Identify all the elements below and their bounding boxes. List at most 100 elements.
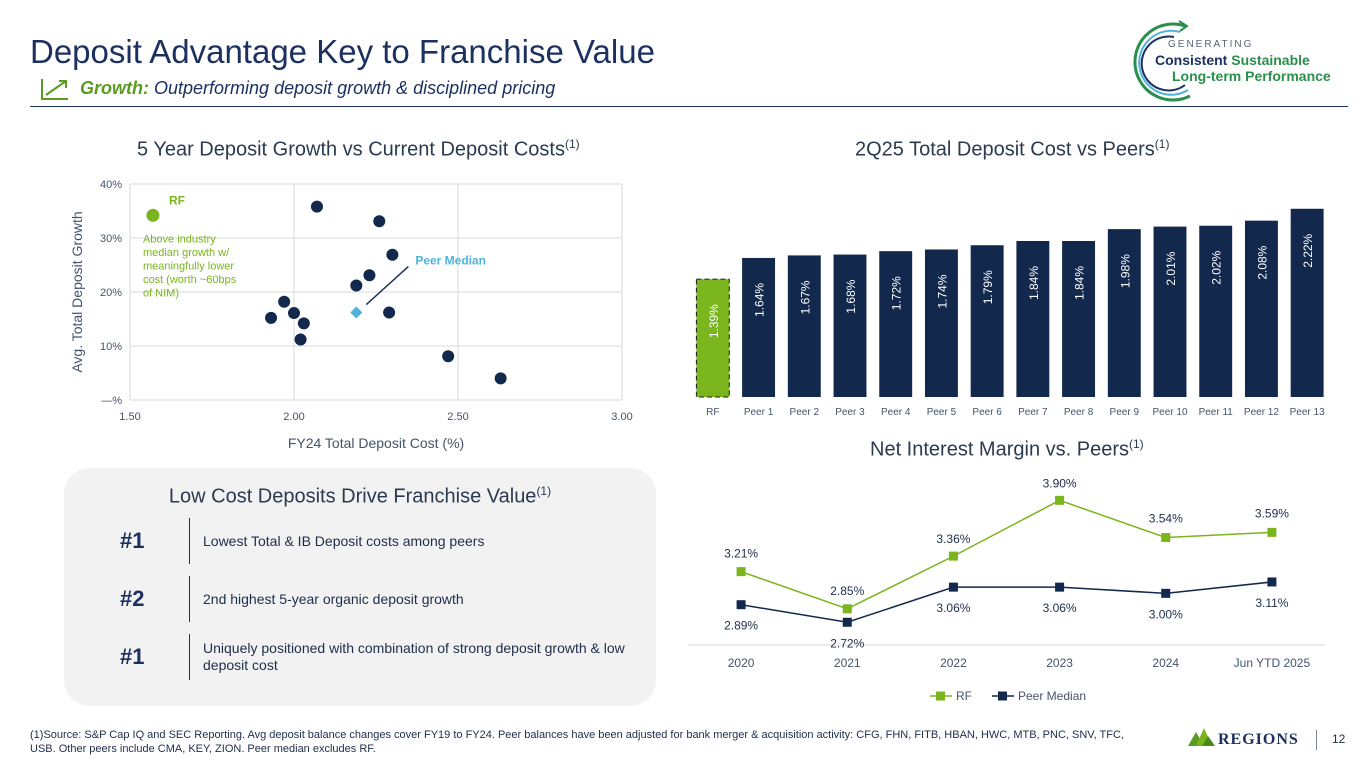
rf-marker (1055, 495, 1065, 505)
scatter-chart: —% 10% 20% 30% 40% 1.50 2.00 2.50 3.00 FY24 Total… (69, 179, 633, 451)
bar-category-label: RF (706, 407, 719, 418)
bar-category-label: Peer 4 (881, 407, 911, 418)
bar-value-label: 1.67% (798, 280, 812, 314)
y-tick-label: —% (101, 395, 122, 407)
rf-line (740, 499, 1272, 610)
regions-wordmark: REGIONS (1218, 731, 1299, 748)
bar-chart: 1.39% RF 1.64% Peer 1 1.67% Peer 2 1.68% Peer 3… (695, 208, 1325, 418)
peer-median-value-label: 3.06% (1043, 601, 1077, 615)
scatter-chart-title: 5 Year Deposit Growth vs Current Deposit… (137, 137, 580, 162)
peer-bar (1244, 220, 1278, 397)
bar-value-label: 2.08% (1255, 245, 1269, 279)
rf-marker (948, 551, 958, 561)
peer-point (288, 307, 300, 320)
bar-category-label: Peer 2 (790, 407, 820, 418)
x-category-label: 2024 (1152, 656, 1179, 670)
callout-separator (189, 576, 190, 622)
bar-category-label: Peer 10 (1152, 407, 1187, 418)
peer-point (363, 269, 376, 282)
rf-annotation: Above industry median growth w/meaningful… (143, 233, 237, 299)
legend-marker (936, 691, 945, 701)
brand-sustainable: Sustainable (1231, 52, 1310, 68)
x-tick-label: 2.50 (447, 411, 468, 423)
rf-marker (1161, 533, 1171, 543)
subtitle-lead: Growth: (80, 78, 149, 98)
callout-rank-1: #1 (120, 528, 145, 553)
peer-median-point (350, 306, 363, 319)
callout-separator (189, 518, 190, 564)
scatter-title-note: (1) (564, 137, 580, 151)
peer-bar (1290, 208, 1324, 397)
rf-bar (695, 278, 730, 398)
x-tick-label: 2.00 (283, 411, 304, 423)
peer-bar (787, 255, 821, 397)
callout-title: Low Cost Deposits Drive Franchise Value(… (64, 484, 656, 509)
bar-title-note: (1) (1154, 137, 1170, 151)
bar-category-label: Peer 8 (1064, 407, 1094, 418)
y-tick-label: 30% (100, 233, 122, 245)
x-category-label: 2021 (834, 656, 861, 670)
growth-trend-icon (41, 79, 68, 100)
peer-point (278, 295, 291, 308)
bar-value-label: 1.74% (935, 274, 949, 308)
x-tick-label: 1.50 (119, 411, 140, 423)
bar-value-label: 2.22% (1301, 233, 1315, 267)
peer-median-value-label: 3.06% (936, 601, 970, 615)
callout-separator (189, 634, 190, 680)
circular-arrows-icon (1133, 20, 1191, 102)
bar-value-label: 1.64% (753, 283, 767, 317)
bar-category-label: Peer 9 (1110, 407, 1140, 418)
bar-value-label: 1.84% (1027, 266, 1041, 300)
brand-line-2: Long-term Performance (1172, 68, 1331, 84)
peer-point (310, 200, 323, 213)
bar-value-label: 1.98% (1118, 254, 1132, 288)
peer-point (265, 311, 278, 324)
brand-badge: GENERATING Consistent Sustainable Long-t… (1130, 18, 1345, 103)
rf-marker (1267, 527, 1277, 537)
rf-marker (736, 567, 746, 577)
bar-category-label: Peer 6 (972, 407, 1002, 418)
bar-value-label: 2.02% (1210, 250, 1224, 284)
peer-point (350, 279, 363, 292)
rf-marker (842, 604, 852, 614)
callout-title-text: Low Cost Deposits Drive Franchise Value (168, 485, 537, 508)
bar-value-label: 1.39% (707, 304, 721, 338)
peer-median-label: Peer Median (415, 254, 486, 268)
legend-label: Peer Median (1018, 689, 1086, 703)
rf-point (146, 208, 160, 222)
callout-text-2: 2nd highest 5-year organic deposit growt… (203, 591, 464, 607)
peer-median-marker (736, 600, 746, 610)
footer-divider (1316, 730, 1317, 750)
peer-point (383, 306, 396, 319)
bar-category-label: Peer 11 (1199, 407, 1234, 418)
bar-chart-title: 2Q25 Total Deposit Cost vs Peers(1) (855, 137, 1169, 162)
peer-median-marker (1267, 577, 1277, 587)
peer-point (494, 372, 507, 385)
rf-value-label: 3.21% (724, 547, 758, 561)
x-category-label: 2022 (940, 656, 967, 670)
peer-median-marker (948, 582, 958, 592)
footnote: (1)Source: S&P Cap IQ and SEC Reporting.… (30, 729, 1124, 755)
bar-title-text: 2Q25 Total Deposit Cost vs Peers (855, 138, 1155, 161)
rf-value-label: 3.36% (936, 532, 970, 546)
x-category-label: Jun YTD 2025 (1234, 656, 1311, 670)
callout-panel (64, 468, 656, 706)
callout-rank-3: #1 (120, 644, 145, 669)
rf-value-label: 3.90% (1043, 476, 1077, 490)
page-title: Deposit Advantage Key to Franchise Value (30, 33, 655, 70)
regions-pyramid-logo-icon (1188, 728, 1215, 746)
y-axis-label: Avg. Total Deposit Growth (69, 211, 85, 372)
rf-point-label: RF (169, 193, 185, 207)
peer-bar (833, 254, 867, 397)
line-chart: 2020 2021 2022 2023 2024 Jun YTD 2025 3.21% 2.8… (688, 476, 1325, 703)
peer-bar (1153, 226, 1187, 397)
rf-value-label: 2.85% (830, 584, 864, 598)
y-tick-label: 40% (100, 179, 122, 191)
peer-point (297, 317, 310, 330)
title-divider (30, 106, 1348, 107)
peer-bar (1199, 225, 1233, 397)
bar-value-label: 1.84% (1073, 266, 1087, 300)
page-subtitle: Growth: Outperforming deposit growth & d… (80, 78, 555, 99)
bar-category-label: Peer 13 (1290, 407, 1325, 418)
line-chart-title: Net Interest Margin vs. Peers(1) (870, 437, 1144, 462)
